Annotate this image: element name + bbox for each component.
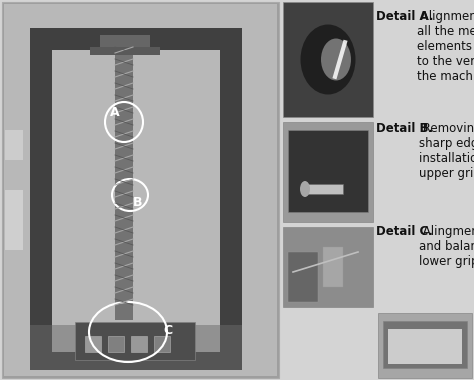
Bar <box>220 30 242 370</box>
Ellipse shape <box>321 38 351 81</box>
Text: Detail A.: Detail A. <box>376 10 434 23</box>
Bar <box>100 35 150 47</box>
Bar <box>5 190 23 250</box>
Bar <box>303 184 343 194</box>
Text: Detail C.: Detail C. <box>376 225 433 238</box>
Bar <box>288 252 318 302</box>
Bar <box>30 30 52 370</box>
Bar <box>5 130 23 160</box>
FancyBboxPatch shape <box>283 122 373 222</box>
Bar <box>90 47 160 55</box>
Bar <box>383 321 467 368</box>
FancyBboxPatch shape <box>283 227 373 307</box>
Bar <box>30 325 242 370</box>
Bar <box>108 336 124 352</box>
Text: A: A <box>110 106 120 119</box>
Text: Detail B.: Detail B. <box>376 122 433 135</box>
Text: Removing of
sharp edges and
installation of the
upper grip.: Removing of sharp edges and installation… <box>419 122 474 180</box>
Bar <box>388 329 462 364</box>
Text: Alingment
and balance of the
lower grip.: Alingment and balance of the lower grip. <box>419 225 474 268</box>
Bar <box>154 336 170 352</box>
Bar <box>30 352 242 370</box>
FancyBboxPatch shape <box>283 2 373 117</box>
FancyBboxPatch shape <box>2 2 279 378</box>
Text: Alignment of
all the mechanical
elements with respect
to the vertical axis of
th: Alignment of all the mechanical elements… <box>417 10 474 83</box>
Ellipse shape <box>301 24 356 95</box>
Bar <box>323 247 343 287</box>
Ellipse shape <box>300 181 310 197</box>
FancyBboxPatch shape <box>4 4 277 376</box>
Bar <box>115 40 133 320</box>
Text: B: B <box>133 195 143 209</box>
FancyBboxPatch shape <box>378 313 472 378</box>
Bar <box>75 322 195 360</box>
Text: C: C <box>164 323 173 337</box>
Bar <box>288 130 368 212</box>
Bar <box>30 28 242 50</box>
Bar <box>131 336 147 352</box>
Bar <box>85 336 101 352</box>
